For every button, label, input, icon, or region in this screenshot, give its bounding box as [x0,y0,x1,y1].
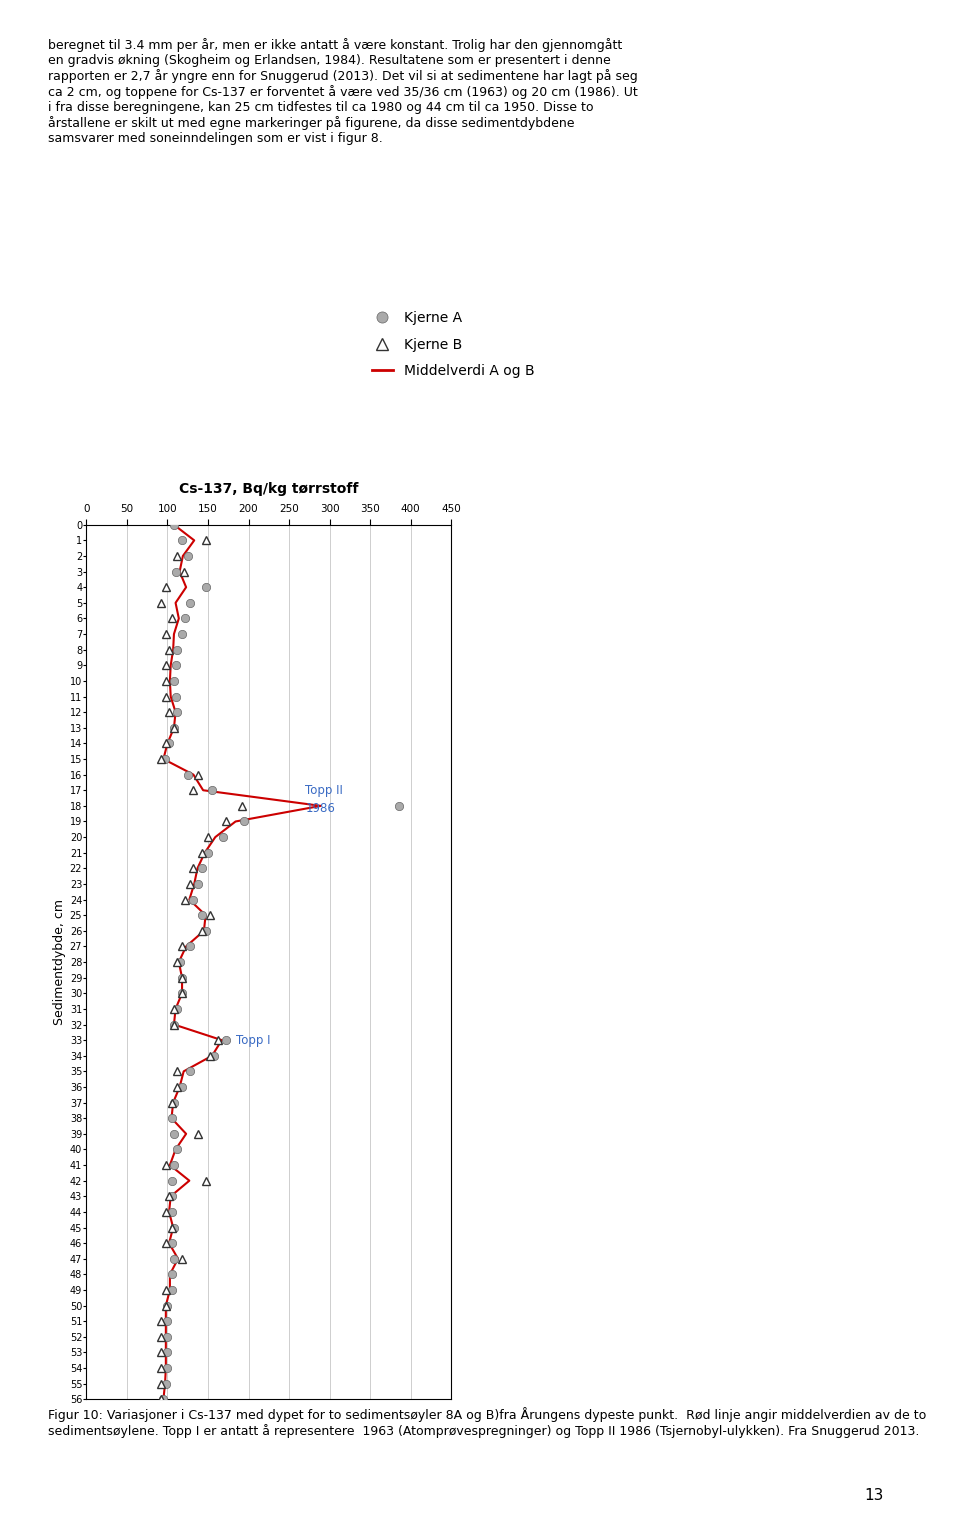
Text: Topp II: Topp II [305,783,343,797]
Text: 13: 13 [864,1488,883,1503]
Title: Cs-137, Bq/kg tørrstoff: Cs-137, Bq/kg tørrstoff [180,482,358,496]
Y-axis label: Sedimentdybde, cm: Sedimentdybde, cm [53,899,65,1025]
Text: Topp I: Topp I [236,1034,271,1046]
Legend: Kjerne A, Kjerne B, Middelverdi A og B: Kjerne A, Kjerne B, Middelverdi A og B [372,312,535,379]
Text: beregnet til 3.4 mm per år, men er ikke antatt å være konstant. Trolig har den g: beregnet til 3.4 mm per år, men er ikke … [48,38,637,146]
Text: 1986: 1986 [305,803,335,815]
Text: Figur 10: Variasjoner i Cs-137 med dypet for to sedimentsøyler 8A og B)fra Årung: Figur 10: Variasjoner i Cs-137 med dypet… [48,1407,926,1437]
